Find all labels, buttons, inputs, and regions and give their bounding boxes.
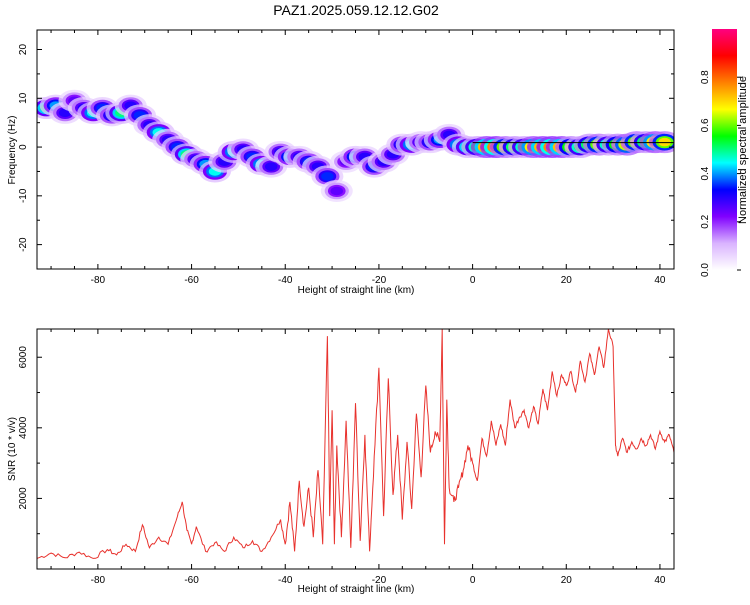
snr-xtick-label: 40 [654, 575, 666, 586]
colorbar-tick-label: 0.8 [700, 70, 711, 84]
colorbar-tick-label: 0.6 [700, 118, 711, 132]
snr-ylabel: SNR (10 * v/v) [7, 417, 18, 481]
snr-line-layer [37, 329, 674, 559]
spectrogram-ytick-label: 10 [18, 92, 29, 104]
spectrogram-xtick-label: -80 [91, 275, 106, 286]
spectrogram-xlabel: Height of straight line (km) [298, 285, 415, 296]
snr-ytick-label: 4000 [18, 416, 29, 439]
snr-series-line [37, 329, 674, 559]
figure-title: PAZ1.2025.059.12.12.G02 [273, 2, 439, 18]
spectrogram-xtick-label: -20 [372, 275, 387, 286]
colorbar-gradient [712, 29, 737, 270]
snr-frame [36, 328, 675, 570]
snr-xtick-label: 20 [561, 575, 573, 586]
snr-ytick-label: 2000 [18, 487, 29, 510]
spectrogram-xtick-label: -60 [184, 275, 199, 286]
spectrogram-xtick-label: 0 [470, 275, 476, 286]
spectrogram-ylabel: Frequency (Hz) [7, 116, 18, 185]
snr-xlabel: Height of straight line (km) [298, 584, 415, 595]
snr-xtick-label: -20 [372, 575, 387, 586]
colorbar-tick-label: 0.2 [700, 214, 711, 228]
colorbar-tick-label: 0.4 [700, 166, 711, 180]
heatmap-layer [37, 89, 674, 202]
snr-xtick-label: 0 [470, 575, 476, 586]
spectrogram-xtick-label: 20 [561, 275, 573, 286]
colorbar-tick-label: 0.0 [700, 263, 711, 277]
colorbar: 0.0 0.2 0.4 0.6 0.8 Normalized spectral ampl… [700, 29, 749, 277]
snr-panel: -80 -60 -40 -20 0 20 40 2000 4000 6000 Height of … [7, 328, 675, 595]
spectrogram-panel: -80 -60 -40 -20 0 20 40 -20 -10 0 10 20 Height of s… [7, 29, 675, 296]
spectrogram-ticks: -80 -60 -40 -20 0 20 40 -20 -10 0 10 20 [18, 30, 674, 286]
spectrogram-ytick-label: 0 [18, 144, 29, 150]
spectrogram-ytick-label: 20 [18, 44, 29, 56]
colorbar-ticks: 0.0 0.2 0.4 0.6 0.8 [700, 70, 741, 277]
snr-ytick-label: 6000 [18, 346, 29, 369]
snr-xtick-label: -80 [91, 575, 106, 586]
snr-ticks: -80 -60 -40 -20 0 20 40 2000 4000 6000 [18, 329, 674, 586]
spectrogram-ytick-label: -10 [18, 188, 29, 203]
snr-xtick-label: -40 [278, 575, 293, 586]
heatmap-cell [320, 179, 353, 202]
spectrogram-xtick-label: 40 [654, 275, 666, 286]
spectrogram-xtick-label: -40 [278, 275, 293, 286]
colorbar-label: Normalized spectral amplitude [737, 76, 749, 224]
snr-xtick-label: -60 [184, 575, 199, 586]
spectrogram-ytick-label: -20 [18, 237, 29, 252]
